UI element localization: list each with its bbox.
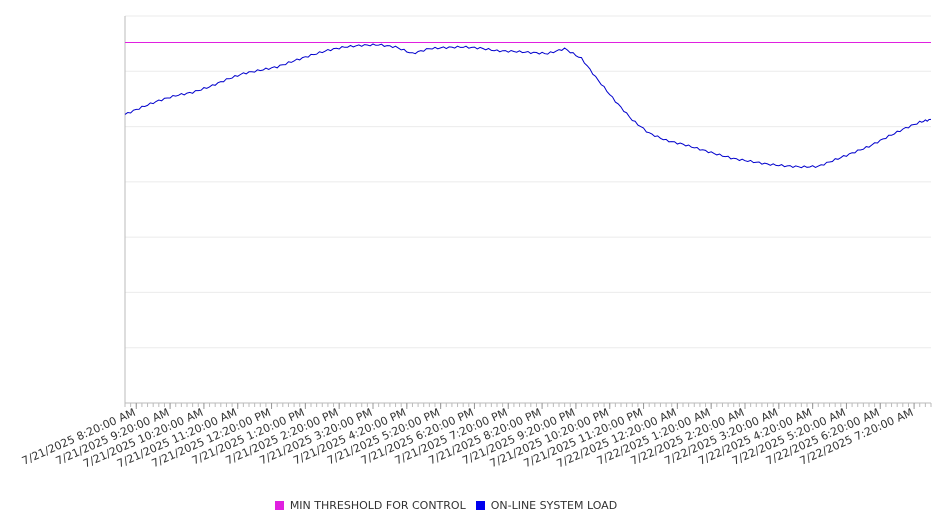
- series-group: [124, 42, 932, 169]
- x-axis-minor-ticks: [124, 403, 932, 407]
- grid-lines: [125, 15, 931, 404]
- legend-label-min-threshold: MIN THRESHOLD FOR CONTROL: [289, 499, 466, 512]
- axes: [124, 16, 931, 404]
- legend-item-system-load: ON-LINE SYSTEM LOAD: [475, 499, 618, 512]
- legend-swatch-min-threshold: [274, 501, 284, 510]
- legend: MIN THRESHOLD FOR CONTROL ON-LINE SYSTEM…: [0, 499, 892, 512]
- legend-label-system-load: ON-LINE SYSTEM LOAD: [490, 499, 618, 512]
- x-tick-labels: 7/21/2025 8:20:00 AM7/21/2025 9:20:00 AM…: [20, 403, 915, 471]
- legend-swatch-system-load: [475, 501, 485, 510]
- series-line-system-load: [124, 43, 932, 169]
- legend-item-min-threshold: MIN THRESHOLD FOR CONTROL: [274, 499, 466, 512]
- line-chart: 7/21/2025 8:20:00 AM7/21/2025 9:20:00 AM…: [20, 15, 932, 471]
